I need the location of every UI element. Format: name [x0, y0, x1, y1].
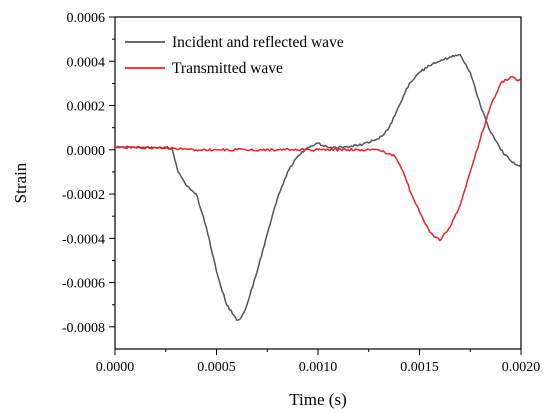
y-tick-label: -0.0008	[62, 321, 105, 336]
x-tick-label: 0.0000	[96, 360, 135, 375]
y-tick-label: 0.0002	[67, 100, 106, 115]
y-tick-label: -0.0002	[62, 188, 105, 203]
series-line-1	[114, 53, 522, 321]
x-tick-label: 0.0010	[299, 360, 338, 375]
legend: Incident and reflected wave Transmitted w…	[125, 34, 344, 77]
series-layer	[114, 53, 522, 321]
y-tick-label: 0.0000	[67, 144, 106, 159]
legend-label-1: Incident and reflected wave	[172, 34, 344, 51]
ticks-layer: 0.0000 0.0005 0.0010 0.0015 0.0020 -0.0008 -0.…	[62, 11, 540, 375]
x-axis-title: Time (s)	[289, 390, 346, 409]
y-tick-label: -0.0006	[62, 277, 105, 292]
series-line-2	[114, 75, 522, 242]
y-tick-label: 0.0006	[67, 11, 106, 26]
x-tick-label: 0.0015	[400, 360, 439, 375]
y-tick-label: 0.0004	[67, 55, 106, 70]
y-axis-title: Strain	[11, 162, 30, 203]
x-tick-label: 0.0020	[502, 360, 541, 375]
y-tick-label: -0.0004	[62, 232, 105, 247]
x-tick-label: 0.0005	[197, 360, 236, 375]
legend-label-2: Transmitted wave	[172, 60, 283, 77]
